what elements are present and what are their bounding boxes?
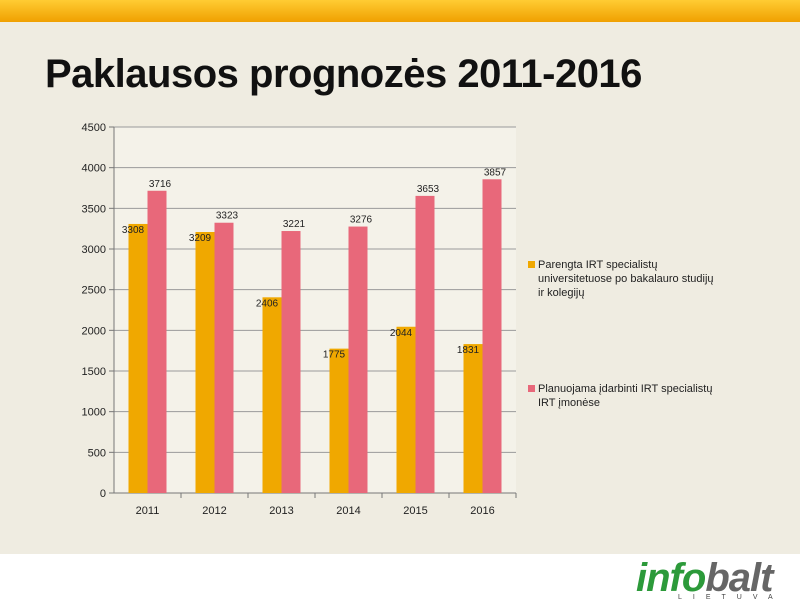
- data-label: 3323: [216, 211, 239, 222]
- slide-title: Paklausos prognozės 2011-2016: [45, 52, 642, 96]
- bar-2: [348, 226, 368, 493]
- top-accent-bar: [0, 0, 800, 22]
- data-label: 1831: [457, 345, 480, 356]
- y-tick-label: 2000: [82, 325, 106, 337]
- bar-2: [415, 195, 435, 493]
- y-tick-label: 4500: [82, 122, 106, 134]
- y-tick-label: 4000: [82, 163, 106, 175]
- y-tick-label: 1500: [82, 366, 106, 378]
- data-label: 3221: [283, 219, 306, 230]
- bar-2: [214, 222, 234, 493]
- data-label: 2406: [256, 298, 279, 309]
- bar-1: [262, 297, 282, 493]
- bar-1: [329, 348, 349, 493]
- footer: [0, 554, 800, 609]
- data-label: 3716: [149, 179, 172, 190]
- data-label: 1775: [323, 350, 346, 361]
- data-label: 3276: [350, 215, 373, 226]
- infobalt-logo: infobalt: [636, 556, 773, 601]
- legend-label-2: Planuojama įdarbinti IRT specialistų IRT …: [538, 383, 712, 409]
- y-tick-label: 0: [100, 488, 106, 500]
- bar-chart: 0 500 1000 1500 2000 2500 3000 3500 4000 4500 2011…: [82, 122, 714, 517]
- legend-label-1: Parengta IRT specialistų universitetuose …: [538, 259, 714, 299]
- legend-swatch-1: [528, 261, 535, 268]
- plot-area: [114, 127, 516, 493]
- y-tick-label: 3500: [82, 203, 106, 215]
- x-tick-label: 2011: [136, 505, 160, 517]
- x-tick-label: 2012: [202, 505, 226, 517]
- bar-2: [482, 179, 502, 493]
- x-tick-label: 2014: [336, 505, 360, 517]
- y-tick-label: 3000: [82, 244, 106, 256]
- data-label: 3653: [417, 184, 440, 195]
- logo-part-info: info: [636, 556, 706, 600]
- bar-2: [281, 231, 301, 493]
- x-tick-label: 2013: [269, 505, 293, 517]
- y-tick-label: 2500: [82, 285, 106, 297]
- data-label: 3857: [484, 167, 507, 178]
- x-tick-label: 2016: [470, 505, 494, 517]
- bar-1: [463, 344, 483, 493]
- legend-swatch-2: [528, 385, 535, 392]
- logo-subtitle: LIETUVA: [678, 594, 784, 601]
- bar-1: [195, 232, 215, 493]
- x-tick-label: 2015: [403, 505, 427, 517]
- y-tick-label: 500: [88, 447, 106, 459]
- bar-2: [147, 190, 167, 494]
- data-label: 3209: [189, 233, 212, 244]
- data-label: 3308: [122, 225, 145, 236]
- bar-1: [128, 223, 148, 493]
- bar-1: [396, 326, 416, 493]
- data-label: 2044: [390, 328, 413, 339]
- y-tick-label: 1000: [82, 407, 106, 419]
- logo-part-balt: balt: [705, 556, 773, 600]
